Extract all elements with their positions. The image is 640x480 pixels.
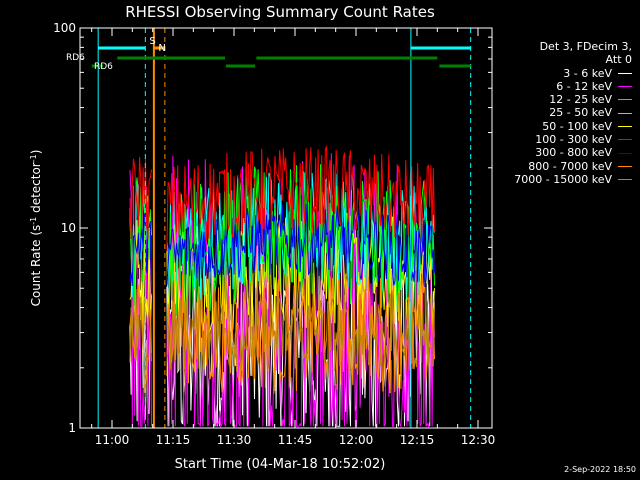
legend-swatch [618, 125, 632, 127]
legend-entry-label: 7000 - 15000 keV [514, 172, 612, 186]
legend-entry-label: 12 - 25 keV [549, 93, 612, 107]
legend-entry-2: 12 - 25 keV [476, 93, 632, 106]
rd-flag-label-1: RD6 [66, 53, 85, 63]
legend-entry-label: 6 - 12 keV [556, 79, 612, 93]
legend-entry-8: 7000 - 15000 keV [476, 173, 632, 186]
legend-entry-label: 100 - 300 keV [535, 133, 612, 147]
legend-entry-label: 25 - 50 keV [549, 106, 612, 120]
y-axis-label: Count Rate (s-1 detector-1) [29, 150, 44, 307]
x-tick-label-6: 12:30 [461, 433, 496, 447]
y-axis-label-main: Count Rate (s [29, 225, 43, 307]
x-tick-label-1: 11:15 [156, 433, 191, 447]
legend: Det 3, FDecim 3, Att 0 3 - 6 keV 6 - 12 k… [476, 40, 632, 186]
legend-entry-label: 50 - 100 keV [542, 119, 612, 133]
legend-entries: 3 - 6 keV 6 - 12 keV 12 - 25 keV 25 - 50 ke… [476, 67, 632, 187]
plot-area: SN RD6 RD6 11:00 11:15 11:30 11:45 12:00 12:15 12… [53, 21, 495, 447]
legend-swatch [618, 165, 632, 167]
y-axis-label-end: ) [29, 150, 43, 155]
legend-entry-0: 3 - 6 keV [476, 67, 632, 80]
y-axis-label-middle: detector [29, 162, 43, 217]
series-trace-7 [129, 273, 435, 394]
legend-swatch [618, 112, 632, 114]
legend-swatch [618, 152, 632, 154]
x-tick-label-2: 11:30 [217, 433, 252, 447]
legend-entry-4: 50 - 100 keV [476, 120, 632, 133]
legend-swatch [618, 139, 632, 141]
series-trace-5 [129, 145, 435, 252]
legend-entry-label: 800 - 7000 keV [528, 159, 612, 173]
y-tick-label-0: 1 [68, 421, 76, 435]
legend-swatch [618, 86, 632, 88]
generation-timestamp: 2-Sep-2022 18:50 [564, 465, 636, 474]
legend-entry-1: 6 - 12 keV [476, 80, 632, 93]
legend-swatch [618, 179, 632, 181]
legend-entry-label: 300 - 800 keV [535, 146, 612, 160]
chart-title: RHESSI Observing Summary Count Rates [125, 3, 435, 21]
y-tick-label-2: 100 [53, 21, 76, 35]
legend-entry-label: 3 - 6 keV [563, 66, 612, 80]
legend-entry-6: 300 - 800 keV [476, 146, 632, 159]
x-tick-label-5: 12:15 [400, 433, 435, 447]
legend-header-1: Det 3, FDecim 3, [539, 40, 632, 53]
x-tick-label-0: 11:00 [95, 433, 130, 447]
rd-flag-label-2: RD6 [94, 62, 113, 72]
x-tick-label-3: 11:45 [278, 433, 313, 447]
y-tick-label-1: 10 [61, 221, 76, 235]
series-trace-8 [129, 292, 435, 373]
legend-entry-5: 100 - 300 keV [476, 133, 632, 146]
legend-entry-7: 800 - 7000 keV [476, 160, 632, 173]
legend-swatch [618, 99, 632, 101]
legend-entry-3: 25 - 50 keV [476, 106, 632, 119]
saa-flag-label: S [149, 36, 155, 47]
y-axis-label-exponent-1: -1 [29, 217, 38, 225]
legend-swatch [618, 72, 632, 74]
x-axis-label: Start Time (04-Mar-18 10:52:02) [175, 457, 386, 472]
night-flag-label: N [158, 43, 165, 54]
y-axis-label-exponent-2: -1 [29, 154, 38, 162]
x-tick-label-4: 12:00 [339, 433, 374, 447]
legend-header-2: Att 0 [605, 53, 632, 67]
